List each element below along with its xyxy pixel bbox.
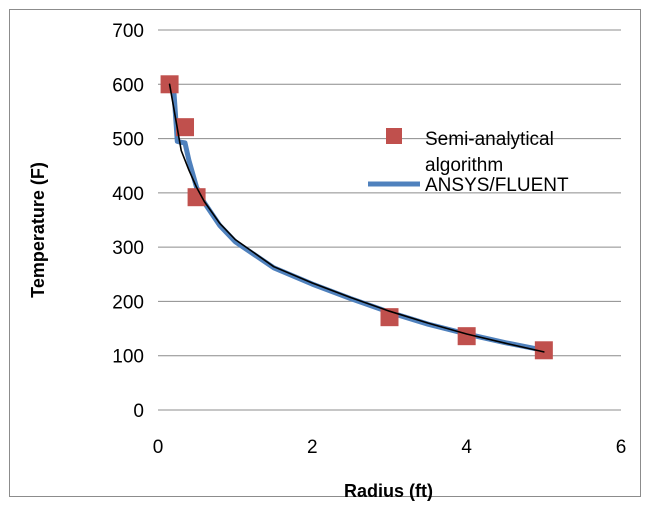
- x-axis-title: Radius (ft): [344, 481, 433, 501]
- legend-marker-semi-analytical: [386, 128, 402, 144]
- series-line-ansys-fluent: [164, 81, 547, 353]
- data-point-5: [534, 341, 553, 360]
- data-point-2: [187, 188, 206, 207]
- y-tick-label-400: 400: [112, 184, 144, 205]
- x-tick-label-0: 0: [153, 437, 164, 458]
- x-tick-label-6: 6: [616, 437, 627, 458]
- data-point-4: [457, 327, 476, 346]
- y-tick-label-700: 700: [112, 21, 144, 42]
- y-tick-label-600: 600: [112, 75, 144, 96]
- y-tick-label-300: 300: [112, 238, 144, 259]
- y-tick-label-100: 100: [112, 347, 144, 368]
- y-tick-label-500: 500: [112, 130, 144, 151]
- legend-label-semi-analytical-line-1: Semi-analytical: [425, 129, 554, 150]
- series-line-series-2: [168, 83, 545, 353]
- data-point-1: [176, 118, 195, 137]
- chart-frame: [9, 9, 641, 497]
- y-tick-label-0: 0: [133, 401, 144, 422]
- series-layer: [160, 75, 553, 360]
- y-tick-labels: 0 100 200 300 400 500 600 700: [112, 21, 144, 422]
- y-axis-title: Temperature (F): [28, 162, 48, 298]
- legend-label-semi-analytical-line-2: algorithm: [425, 155, 503, 176]
- x-tick-label-2: 2: [307, 437, 318, 458]
- x-tick-label-4: 4: [461, 437, 472, 458]
- legend-label-ansys-fluent: ANSYS/FLUENT: [425, 175, 569, 196]
- x-tick-labels: 0 2 4 6: [153, 437, 627, 458]
- y-tick-label-200: 200: [112, 292, 144, 313]
